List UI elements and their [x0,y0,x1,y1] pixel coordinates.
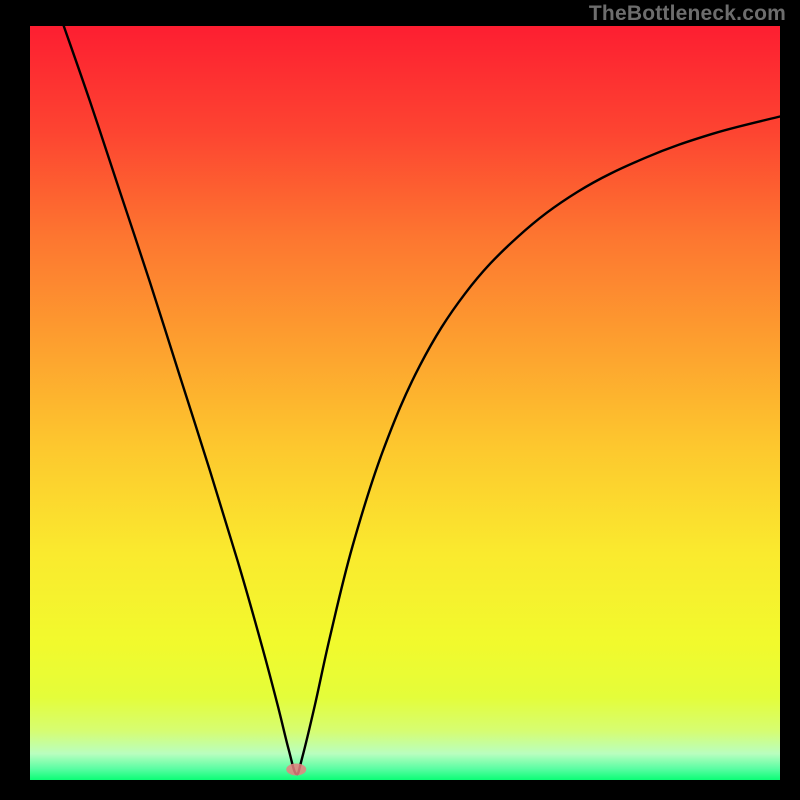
bottleneck-chart [0,0,800,800]
optimal-point-marker [286,763,306,775]
plot-background [30,26,780,780]
chart-frame: TheBottleneck.com [0,0,800,800]
watermark-text: TheBottleneck.com [589,2,786,26]
